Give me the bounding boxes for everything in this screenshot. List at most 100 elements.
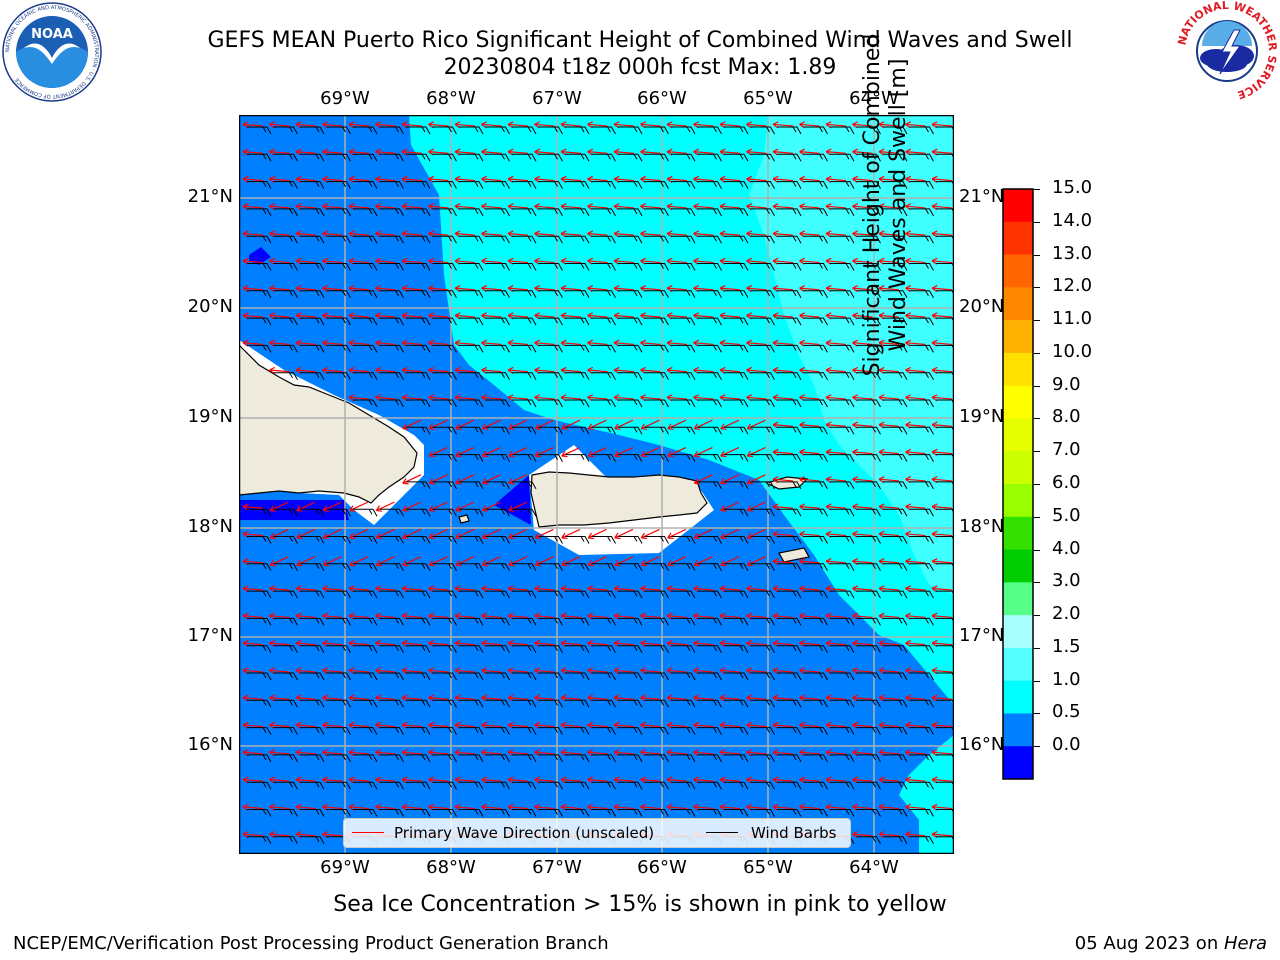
wave-direction-arrow [534, 639, 555, 647]
wave-direction-arrow [852, 558, 873, 566]
wave-direction-arrow [693, 776, 714, 784]
wave-direction-arrow [507, 803, 529, 811]
wave-direction-arrow [348, 175, 370, 183]
wave-direction-arrow [507, 366, 529, 374]
colorbar-tick [1034, 516, 1040, 518]
wind-barb [565, 754, 590, 763]
wind-barb [803, 153, 828, 162]
wind-barb [724, 781, 749, 790]
wind-barb [803, 426, 828, 435]
wave-direction-arrow [878, 721, 900, 729]
wave-direction-arrow [746, 175, 767, 183]
wind-barb [777, 809, 802, 817]
wave-direction-arrow [348, 749, 370, 757]
wind-barb [777, 399, 802, 408]
wave-direction-arrow [852, 612, 873, 620]
wave-direction-arrow [693, 203, 714, 211]
wave-direction-arrow [640, 776, 661, 784]
wind-barb [644, 563, 669, 572]
wave-direction-arrow [428, 419, 448, 430]
wave-direction-arrow [746, 803, 767, 811]
wind-barb [856, 290, 881, 299]
wind-barb [432, 153, 457, 162]
colorbar-segment [1003, 746, 1033, 780]
wave-direction-arrow [587, 585, 608, 593]
wind-barb [353, 699, 378, 708]
wave-direction-arrow [852, 476, 873, 484]
wave-direction-arrow [322, 175, 343, 183]
wave-direction-arrow [322, 339, 343, 347]
wave-direction-arrow [269, 257, 290, 265]
wind-barb [300, 344, 325, 353]
wave-direction-arrow [614, 528, 634, 540]
wind-barb [512, 344, 537, 353]
wind-barb [485, 536, 510, 544]
wave-direction-arrow [905, 530, 926, 538]
wind-barb [379, 263, 404, 271]
wave-direction-arrow [746, 474, 766, 485]
wave-direction-arrow [481, 312, 502, 320]
wave-direction-arrow [375, 667, 396, 675]
wind-barb [300, 126, 325, 135]
wave-direction-arrow [401, 257, 423, 265]
wind-barb [750, 590, 775, 599]
wave-direction-arrow [693, 339, 714, 347]
wave-direction-arrow [666, 803, 688, 811]
wind-barb [777, 153, 802, 162]
wind-barb [273, 372, 298, 380]
wind-barb [565, 235, 590, 244]
wave-direction-arrow [852, 694, 873, 702]
wind-barb [883, 645, 908, 653]
wind-barb [512, 153, 537, 162]
wind-barb [644, 263, 669, 271]
wave-direction-arrow [242, 694, 264, 702]
wave-direction-arrow [322, 556, 342, 567]
wind-barb [909, 454, 934, 462]
wind-barb [697, 235, 722, 244]
wave-direction-arrow [481, 585, 502, 593]
latitude-label-left: 17°N [187, 625, 233, 646]
wave-direction-arrow [375, 528, 395, 540]
wind-barb [830, 263, 855, 271]
wind-barb [671, 645, 696, 653]
wind-barb [724, 645, 749, 653]
wind-barb [432, 809, 457, 817]
wind-barb [883, 317, 908, 326]
wave-direction-arrow [322, 667, 343, 675]
latitude-label-right: 16°N [959, 734, 1005, 755]
wind-barb [406, 699, 431, 708]
wind-barb [538, 126, 563, 135]
wave-direction-arrow [931, 803, 953, 811]
wind-barb [432, 235, 457, 244]
wind-barb [591, 590, 616, 599]
wind-barb [326, 290, 351, 299]
wave-direction-arrow [322, 721, 343, 729]
wave-direction-arrow [825, 776, 847, 784]
wind-barb [671, 590, 696, 599]
wave-direction-arrow [878, 831, 900, 839]
wave-direction-arrow [772, 639, 794, 647]
wave-direction-arrow [401, 394, 423, 402]
wave-direction-legend-line [352, 832, 384, 833]
wave-direction-arrow [772, 476, 794, 484]
wind-barb [273, 809, 298, 817]
wave-direction-arrow [719, 257, 741, 265]
wave-direction-arrow [295, 257, 317, 265]
wave-direction-arrow [295, 694, 317, 702]
wind-barb [512, 126, 537, 135]
wind-barb [803, 645, 828, 653]
wind-barb [644, 317, 669, 326]
wave-direction-arrow [508, 556, 528, 567]
wind-barb [856, 536, 881, 544]
wind-barb [803, 672, 828, 681]
wind-barb [883, 235, 908, 244]
wave-direction-arrow [931, 366, 953, 374]
wind-barb [353, 809, 378, 817]
wind-barb [326, 617, 351, 626]
wind-barb [459, 617, 484, 626]
wave-direction-arrow [878, 366, 900, 374]
wind-barb [432, 508, 457, 517]
wave-direction-arrow [242, 612, 264, 620]
wind-barb [459, 426, 484, 435]
wave-direction-arrow [693, 803, 714, 811]
